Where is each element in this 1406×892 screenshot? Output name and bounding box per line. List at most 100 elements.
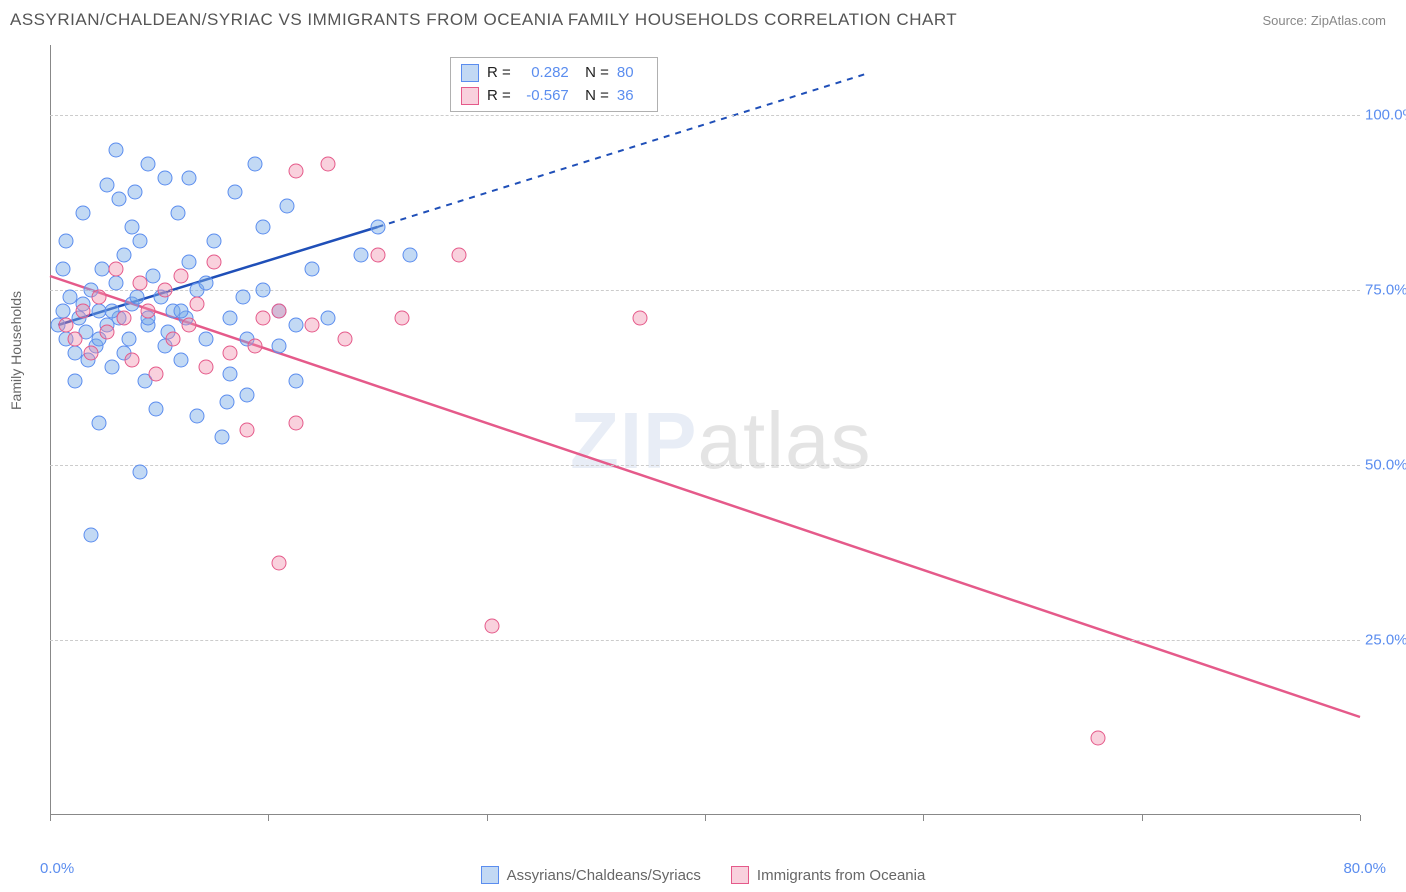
gridline-h [50,465,1360,466]
scatter-plot: ZIPatlas R = 0.282 N = 80R = -0.567 N = … [50,45,1360,815]
data-point-assyrians [141,157,156,172]
data-point-assyrians [255,220,270,235]
data-point-assyrians [354,248,369,263]
data-point-assyrians [223,367,238,382]
data-point-assyrians [108,276,123,291]
data-point-oceania [116,311,131,326]
data-point-assyrians [128,185,143,200]
data-point-assyrians [105,360,120,375]
data-point-oceania [395,311,410,326]
data-point-oceania [239,423,254,438]
legend-item: Assyrians/Chaldeans/Syriacs [481,866,701,884]
data-point-assyrians [92,416,107,431]
data-point-oceania [247,339,262,354]
data-point-oceania [67,332,82,347]
data-point-assyrians [403,248,418,263]
trend-line-dashed-assyrians [378,73,869,227]
data-point-assyrians [182,171,197,186]
data-point-assyrians [157,171,172,186]
data-point-oceania [100,325,115,340]
data-point-oceania [1091,731,1106,746]
data-point-assyrians [223,311,238,326]
data-point-assyrians [100,178,115,193]
x-tick [268,815,269,821]
data-point-assyrians [219,395,234,410]
data-point-oceania [206,255,221,270]
data-point-oceania [108,262,123,277]
data-point-oceania [337,332,352,347]
data-point-oceania [305,318,320,333]
gridline-h [50,115,1360,116]
data-point-assyrians [133,234,148,249]
data-point-assyrians [370,220,385,235]
data-point-assyrians [56,304,71,319]
data-point-assyrians [190,409,205,424]
data-point-assyrians [206,234,221,249]
data-point-assyrians [59,234,74,249]
data-point-oceania [255,311,270,326]
legend-label: Assyrians/Chaldeans/Syriacs [507,867,701,884]
data-point-assyrians [228,185,243,200]
data-point-assyrians [116,248,131,263]
data-point-oceania [272,556,287,571]
data-point-assyrians [174,353,189,368]
data-point-oceania [288,164,303,179]
data-point-assyrians [182,255,197,270]
data-point-assyrians [146,269,161,284]
series-legend: Assyrians/Chaldeans/Syriacs Immigrants fr… [0,866,1406,884]
data-point-assyrians [255,283,270,298]
data-point-assyrians [239,388,254,403]
swatch-icon [481,866,499,884]
data-point-oceania [321,157,336,172]
x-tick [705,815,706,821]
data-point-assyrians [111,192,126,207]
chart-title: ASSYRIAN/CHALDEAN/SYRIAC VS IMMIGRANTS F… [10,10,957,30]
x-tick [50,815,51,821]
data-point-oceania [272,304,287,319]
y-tick-label: 100.0% [1365,107,1406,124]
data-point-oceania [133,276,148,291]
x-tick [923,815,924,821]
data-point-assyrians [75,206,90,221]
data-point-oceania [174,269,189,284]
data-point-oceania [190,297,205,312]
y-tick-label: 75.0% [1365,282,1406,299]
data-point-assyrians [247,157,262,172]
data-point-oceania [59,318,74,333]
gridline-h [50,640,1360,641]
data-point-assyrians [236,290,251,305]
data-point-oceania [75,304,90,319]
swatch-icon [731,866,749,884]
x-tick [487,815,488,821]
data-point-oceania [149,367,164,382]
y-axis-label: Family Households [8,291,24,410]
data-point-oceania [198,360,213,375]
legend-item: Immigrants from Oceania [731,866,925,884]
data-point-assyrians [149,402,164,417]
data-point-assyrians [124,220,139,235]
data-point-oceania [182,318,197,333]
data-point-oceania [157,283,172,298]
data-point-assyrians [321,311,336,326]
y-tick-label: 25.0% [1365,632,1406,649]
data-point-assyrians [170,206,185,221]
data-point-assyrians [129,290,144,305]
data-point-assyrians [83,528,98,543]
legend-label: Immigrants from Oceania [757,867,925,884]
data-point-oceania [632,311,647,326]
data-point-assyrians [272,339,287,354]
y-tick-label: 50.0% [1365,457,1406,474]
data-point-assyrians [198,332,213,347]
data-point-assyrians [280,199,295,214]
data-point-assyrians [198,276,213,291]
data-point-assyrians [133,465,148,480]
x-tick [1142,815,1143,821]
x-tick [1360,815,1361,821]
data-point-oceania [165,332,180,347]
data-point-assyrians [121,332,136,347]
data-point-assyrians [67,374,82,389]
data-point-oceania [83,346,98,361]
data-point-assyrians [288,318,303,333]
data-point-oceania [223,346,238,361]
data-point-assyrians [56,262,71,277]
